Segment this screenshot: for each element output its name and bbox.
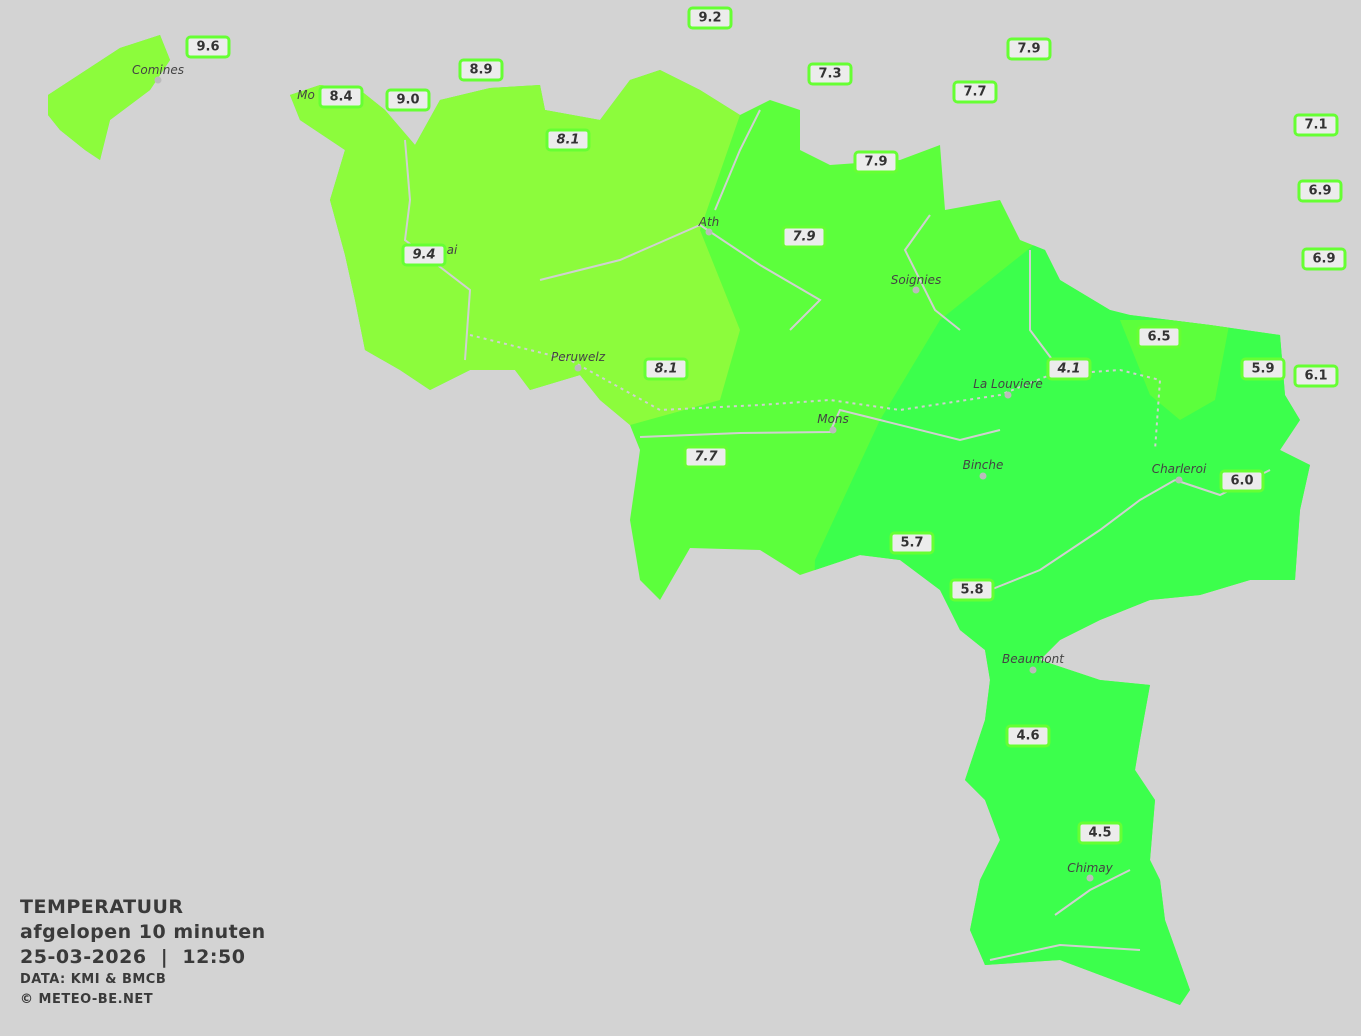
legend-datetime: 25-03-2026 | 12:50 [20, 946, 246, 968]
city-label: ai [446, 243, 458, 257]
city-dot [574, 364, 582, 372]
city-dot [1175, 476, 1183, 484]
city-label: Chimay [1067, 861, 1113, 875]
station-temperature-label: 8.1 [545, 128, 591, 152]
station-temperature-label: 7.9 [1006, 37, 1052, 61]
city-label: Beaumont [1002, 652, 1064, 666]
city-dot [154, 76, 162, 84]
city-label: Comines [132, 63, 184, 77]
station-temperature-label: 5.9 [1240, 357, 1286, 381]
city-markers [154, 76, 1183, 882]
station-temperature-label: 6.5 [1136, 325, 1182, 349]
legend-source: DATA: KMI & BMCB [20, 972, 167, 987]
city-label: La Louviere [973, 377, 1043, 391]
station-temperature-label: 4.1 [1046, 357, 1092, 381]
city-label: Mo [297, 88, 315, 102]
city-dot [705, 228, 713, 236]
city-dot [829, 426, 837, 434]
station-temperature-label: 5.8 [949, 578, 995, 602]
station-temperature-label: 7.9 [781, 225, 827, 249]
station-temperature-label: 8.9 [458, 58, 504, 82]
station-temperature-label: 9.0 [385, 88, 431, 112]
legend-copyright: © METEO-BE.NET [20, 992, 154, 1007]
legend-title: TEMPERATUUR [20, 896, 184, 918]
station-temperature-label: 4.6 [1005, 724, 1051, 748]
station-temperature-label: 9.6 [185, 35, 231, 59]
station-temperature-label: 6.9 [1297, 179, 1343, 203]
city-label: Charleroi [1151, 462, 1207, 476]
station-temperature-label: 8.1 [643, 357, 689, 381]
city-label: Ath [698, 215, 720, 229]
station-temperature-label: 7.7 [683, 445, 729, 469]
city-dot [912, 286, 920, 294]
station-temperature-label: 7.1 [1293, 113, 1339, 137]
station-temperature-label: 7.3 [807, 62, 853, 86]
station-temperature-label: 6.0 [1219, 469, 1265, 493]
city-label: Binche [962, 458, 1004, 472]
city-dot [979, 472, 987, 480]
city-dot [1086, 874, 1094, 882]
station-temperature-label: 4.5 [1077, 821, 1123, 845]
city-dot [1004, 391, 1012, 399]
city-dot [1029, 666, 1037, 674]
station-temperature-label: 6.1 [1293, 364, 1339, 388]
station-temperature-label: 9.4 [401, 243, 447, 267]
city-label: Peruwelz [551, 350, 605, 364]
station-temperature-label: 7.7 [952, 80, 998, 104]
station-temperature-label: 7.9 [853, 150, 899, 174]
legend: TEMPERATUUR afgelopen 10 minuten 25-03-2… [20, 895, 266, 1010]
station-temperature-label: 8.4 [318, 85, 364, 109]
station-temperature-label: 5.7 [889, 531, 935, 555]
station-temperature-label: 6.9 [1301, 247, 1347, 271]
city-label: Mons [817, 412, 849, 426]
legend-period: afgelopen 10 minuten [20, 921, 266, 943]
station-temperature-label: 9.2 [687, 6, 733, 30]
city-label: Soignies [890, 273, 942, 287]
